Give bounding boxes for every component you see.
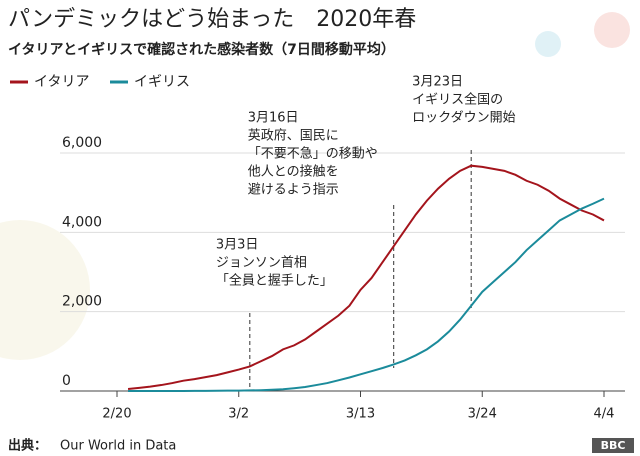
- annotation-text: 他人との接触を: [248, 164, 339, 180]
- x-tick-label: 3/2: [228, 407, 249, 422]
- annotation-text: イギリス全国の: [412, 92, 503, 108]
- logo-box: [592, 438, 634, 453]
- decoration: [0, 12, 630, 360]
- y-tick-label: 0: [62, 373, 71, 389]
- x-tick-label: 2/20: [102, 407, 131, 422]
- series-line: [128, 197, 605, 392]
- logo: BBC: [601, 439, 626, 452]
- source-label: 出典：: [8, 438, 47, 454]
- x-tick-label: 4/4: [594, 407, 615, 422]
- annotation-text: ジョンソン首相: [216, 256, 307, 271]
- x-tick-label: 3/24: [468, 407, 497, 422]
- y-tick-label: 4,000: [62, 214, 102, 230]
- annotation-text: 3月23日: [412, 75, 463, 90]
- chart-subtitle: イタリアとイギリスで確認された感染者数（7日間移動平均）: [8, 41, 395, 58]
- annotation-text: 避けるよう指示: [248, 183, 339, 198]
- annotation-text: 「不要不急」の移動や: [248, 147, 378, 162]
- y-tick-label: 6,000: [62, 135, 102, 151]
- legend-label: イギリス: [134, 74, 190, 90]
- legend-label: イタリア: [34, 74, 89, 90]
- annotation-text: 「全員と握手した」: [216, 273, 333, 289]
- annotation-text: ロックダウン開始: [412, 111, 515, 126]
- y-tick-label: 2,000: [62, 294, 102, 310]
- chart-title: パンデミックはどう始まった 2020年春: [8, 7, 416, 32]
- annotation-text: 3月3日: [216, 238, 259, 253]
- series-line: [127, 164, 605, 391]
- annotation-text: 3月16日: [248, 111, 299, 126]
- annotation-text: 英政府、国民に: [248, 129, 339, 144]
- source: Our World in Data: [60, 439, 176, 454]
- x-tick-label: 3/13: [346, 407, 375, 422]
